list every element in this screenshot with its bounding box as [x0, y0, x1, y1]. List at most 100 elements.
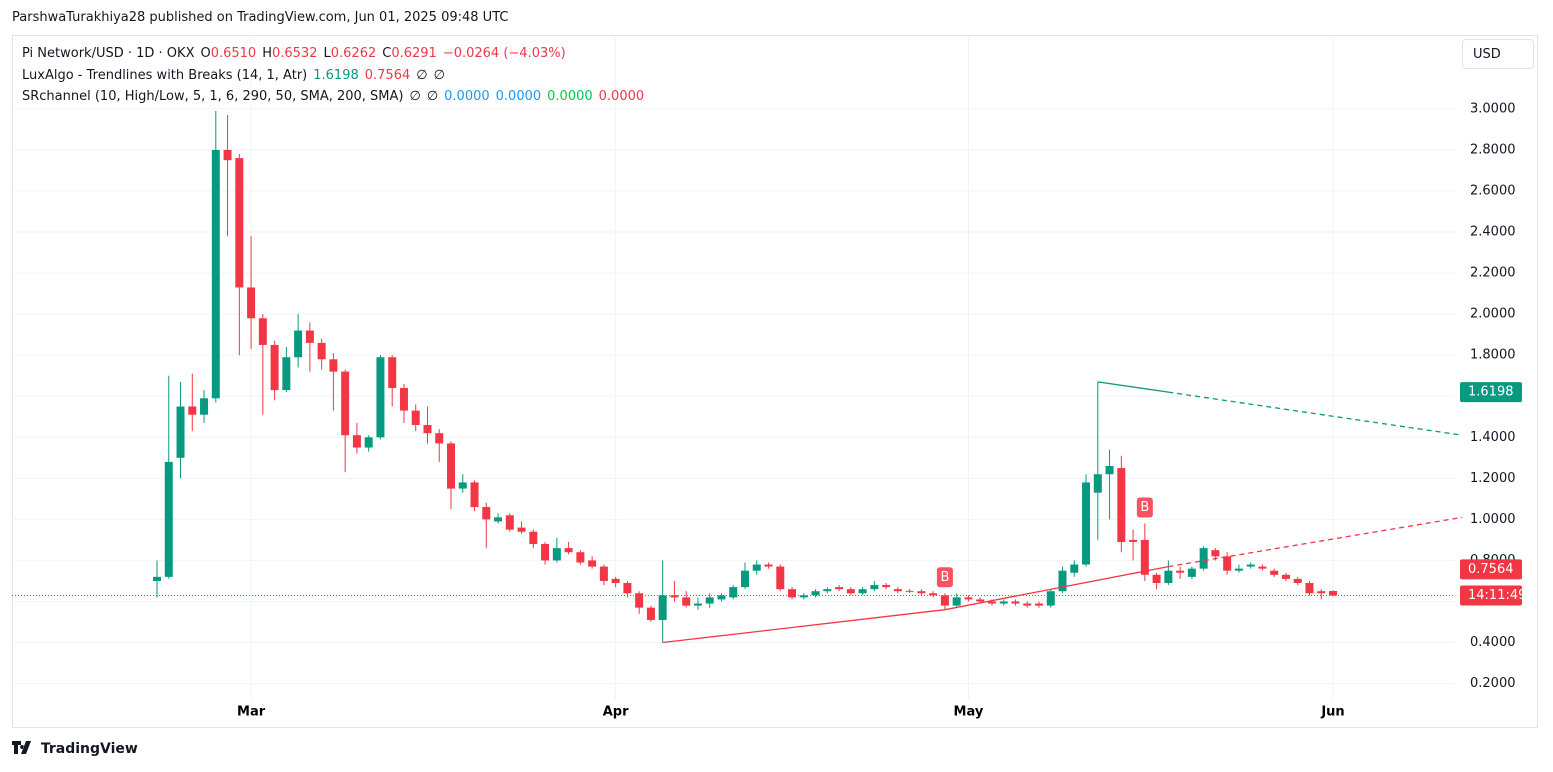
x-tick-label: Mar	[237, 705, 266, 720]
candle-body	[564, 548, 573, 553]
trendline	[1097, 381, 1169, 393]
candle-body	[752, 564, 761, 571]
candle-body	[635, 593, 644, 608]
candle-body	[893, 589, 902, 592]
candle-body	[1176, 570, 1185, 573]
y-tick-label: 1.2000	[1470, 471, 1516, 486]
trendline	[1168, 516, 1463, 568]
candle-body	[411, 410, 420, 425]
trendline	[662, 609, 945, 644]
candle-body	[399, 388, 408, 411]
candle-body	[1270, 570, 1279, 575]
break-marker-label: B	[1140, 500, 1149, 515]
candle-body	[1293, 578, 1302, 584]
candle-body	[223, 149, 232, 161]
candle-body	[1223, 556, 1232, 571]
y-tick-label: 0.2000	[1470, 676, 1516, 691]
price-tag	[1460, 559, 1522, 580]
candle-body	[1329, 591, 1337, 596]
candle-body	[705, 597, 714, 604]
legend: Pi Network/USD · 1D · OKX O0.6510 H0.6532 L…	[22, 43, 650, 108]
break-marker	[936, 567, 953, 588]
candle-body	[1305, 583, 1314, 594]
y-tick-label: 3.0000	[1470, 101, 1516, 116]
legend-row: LuxAlgo - Trendlines with Breaks (14, 1,…	[22, 65, 650, 87]
candle-body	[341, 371, 350, 436]
candle-body	[1082, 482, 1091, 565]
axis: 0.20000.40000.60000.80001.00001.20001.40…	[237, 101, 1526, 719]
y-tick-label: 2.4000	[1470, 225, 1516, 240]
y-tick-label: 1.4000	[1470, 430, 1516, 445]
plot: BB	[153, 110, 1463, 644]
candle-body	[1246, 564, 1255, 567]
price-tag	[1460, 585, 1522, 606]
candle-body	[541, 544, 550, 561]
candle-body	[1211, 550, 1220, 557]
candle-body	[470, 482, 479, 508]
legend-item: 0.0000	[547, 89, 593, 104]
chart-frame	[12, 35, 1538, 728]
legend-item: SRchannel (10, High/Low, 5, 1, 6, 290, 5…	[22, 89, 404, 104]
legend-item: 0.7564	[364, 67, 411, 83]
candle-body	[999, 601, 1008, 604]
legend-item: 0.0000	[598, 89, 645, 104]
candle-body	[1199, 548, 1208, 569]
candle-body	[1281, 574, 1290, 579]
candle-body	[458, 482, 467, 489]
candle-body	[976, 599, 985, 602]
candle-body	[846, 589, 855, 594]
candle-body	[788, 589, 797, 598]
candle-body	[1058, 570, 1067, 592]
candle-body	[529, 531, 538, 545]
legend-item: H	[262, 46, 272, 61]
break-marker	[1136, 497, 1153, 518]
candle-body	[952, 597, 961, 606]
candle-body	[153, 576, 161, 581]
brand: TradingView	[12, 741, 138, 757]
x-tick-label: Jun	[1320, 705, 1344, 720]
y-tick-label: 2.6000	[1470, 183, 1516, 198]
candle-body	[964, 597, 973, 600]
candle-body	[1164, 570, 1173, 584]
candle-body	[176, 406, 185, 458]
legend-item: 0.6532	[272, 46, 318, 61]
byline: ParshwaTurakhiya28 published on TradingV…	[12, 10, 509, 25]
price-tag-label: 0.7564	[1468, 562, 1514, 577]
candle-body	[247, 287, 256, 319]
candle-body	[858, 589, 867, 594]
legend-item: C	[382, 46, 392, 61]
candle-body	[693, 603, 702, 606]
legend-item: Pi Network/USD · 1D · OKX	[22, 46, 195, 61]
candle-body	[494, 517, 503, 522]
candle-body	[1129, 539, 1138, 542]
legend-item: ∅	[433, 67, 445, 83]
legend-item: ∅	[416, 67, 428, 83]
candle-body	[764, 564, 773, 567]
y-tick-label: 2.8000	[1470, 142, 1516, 157]
candle-body	[329, 359, 338, 372]
legend-item: 0.6262	[330, 46, 377, 61]
candle-body	[741, 570, 749, 588]
x-tick-label: May	[954, 705, 984, 720]
x-tick-label: Apr	[603, 705, 629, 720]
candle-body	[270, 344, 279, 391]
candle-body	[987, 601, 996, 604]
candle-body	[188, 406, 197, 415]
legend-item: LuxAlgo - Trendlines with Breaks (14, 1,…	[22, 67, 308, 83]
candle-body	[811, 591, 820, 596]
candle-body	[1093, 474, 1102, 493]
candle-body	[776, 566, 785, 590]
candle-body	[552, 548, 561, 561]
candle-body	[282, 357, 291, 391]
candle-body	[305, 330, 314, 343]
candle-body	[294, 330, 303, 358]
candle-body	[588, 560, 597, 567]
candle-body	[435, 433, 444, 444]
candle-body	[1035, 603, 1043, 606]
candle-body	[235, 158, 244, 288]
candle-body	[1117, 468, 1126, 542]
candle-body	[211, 149, 220, 399]
candle-body	[823, 589, 832, 592]
currency-button[interactable]: USD	[1462, 39, 1534, 69]
